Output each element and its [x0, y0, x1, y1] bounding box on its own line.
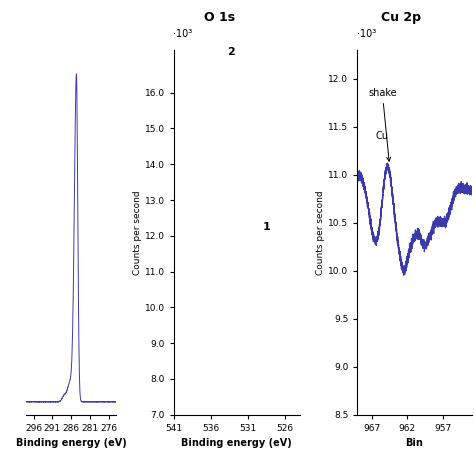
Text: O 1s: O 1s — [203, 11, 235, 24]
Y-axis label: Counts per second: Counts per second — [133, 190, 142, 274]
Y-axis label: Counts per second: Counts per second — [317, 190, 326, 274]
X-axis label: Bin: Bin — [406, 438, 423, 448]
X-axis label: Binding energy (eV): Binding energy (eV) — [16, 438, 127, 448]
Text: 1: 1 — [263, 222, 271, 232]
Text: shake: shake — [368, 88, 397, 161]
Text: ·10³: ·10³ — [357, 29, 376, 39]
Text: ·10³: ·10³ — [173, 29, 192, 39]
Text: Cu 2p: Cu 2p — [381, 11, 421, 24]
X-axis label: Binding energy (eV): Binding energy (eV) — [182, 438, 292, 448]
Text: Cu: Cu — [375, 131, 388, 141]
Text: 2: 2 — [227, 47, 235, 57]
